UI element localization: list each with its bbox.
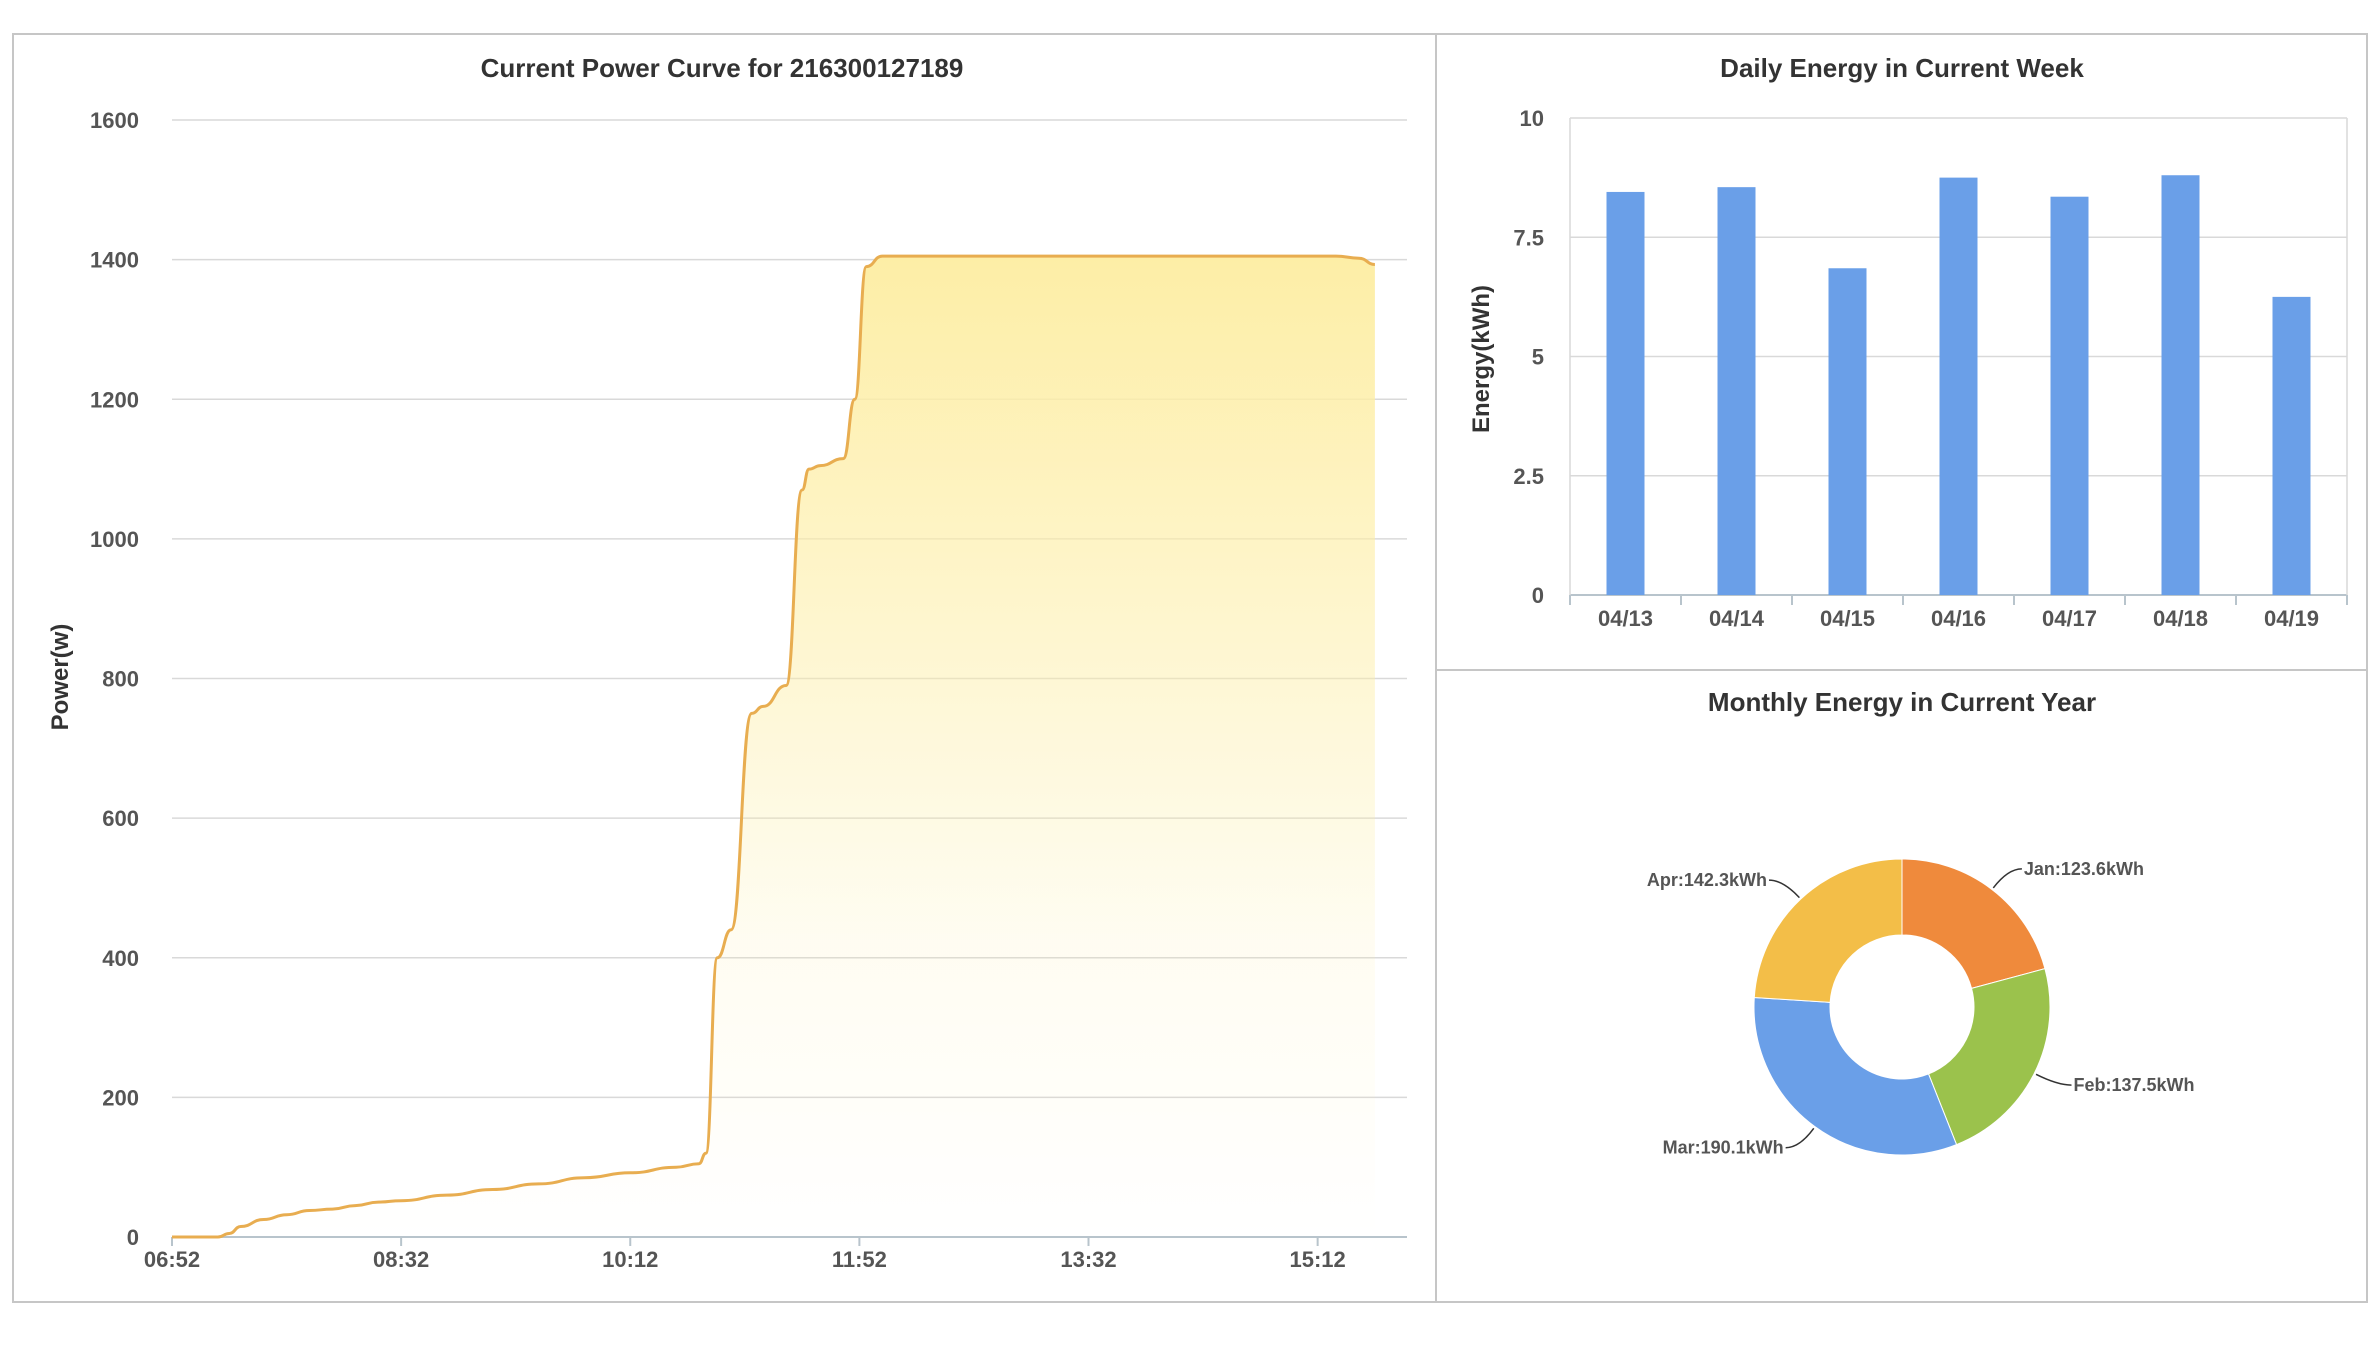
daily-bar[interactable] bbox=[2161, 175, 2200, 596]
power-area-fill bbox=[172, 256, 1375, 1238]
daily-bar[interactable] bbox=[1828, 268, 1867, 595]
power-y-tick-label: 1000 bbox=[90, 527, 139, 552]
pie-label-mar: Mar:190.1kWh bbox=[1663, 1138, 1784, 1158]
power-y-tick-label: 400 bbox=[102, 946, 139, 971]
daily-x-tick-label: 04/19 bbox=[2264, 606, 2319, 631]
pie-slice-feb[interactable] bbox=[1927, 968, 2051, 1146]
power-x-tick-label: 06:52 bbox=[144, 1247, 200, 1272]
power-chart-title: Current Power Curve for 216300127189 bbox=[481, 53, 964, 83]
pie-label-apr: Apr:142.3kWh bbox=[1647, 870, 1767, 890]
power-y-tick-label: 600 bbox=[102, 806, 139, 831]
pie-label-leader bbox=[1992, 868, 2022, 889]
monthly-chart-title: Monthly Energy in Current Year bbox=[1708, 687, 2096, 717]
power-y-tick-label: 1600 bbox=[90, 108, 139, 133]
daily-bar[interactable] bbox=[2272, 296, 2311, 595]
daily-x-tick-label: 04/14 bbox=[1709, 606, 1765, 631]
daily-y-axis-title: Energy(kWh) bbox=[1468, 285, 1495, 433]
daily-y-tick-label: 5 bbox=[1532, 345, 1544, 370]
daily-energy-panel: Daily Energy in Current Week Energy(kWh)… bbox=[1435, 33, 2368, 671]
daily-bar[interactable] bbox=[1939, 177, 1978, 595]
pie-label-leader bbox=[2035, 1073, 2072, 1086]
monthly-energy-chart: Monthly Energy in Current Year Jan:123.6… bbox=[1647, 687, 2195, 1158]
power-curve-panel: Current Power Curve for 216300127189 Pow… bbox=[12, 33, 1437, 1303]
daily-chart-title: Daily Energy in Current Week bbox=[1720, 53, 2084, 83]
daily-y-tick-label: 10 bbox=[1520, 106, 1544, 131]
power-y-tick-label: 1200 bbox=[90, 387, 139, 412]
pie-label-leader bbox=[1785, 1127, 1815, 1149]
power-curve-chart: Current Power Curve for 216300127189 Pow… bbox=[47, 53, 1407, 1272]
power-x-tick-label: 10:12 bbox=[602, 1247, 658, 1272]
power-y-axis-title: Power(w) bbox=[47, 624, 74, 731]
pie-label-feb: Feb:137.5kWh bbox=[2073, 1075, 2194, 1095]
monthly-energy-panel: Monthly Energy in Current Year Jan:123.6… bbox=[1435, 669, 2368, 1303]
pie-slice-mar[interactable] bbox=[1753, 996, 1958, 1156]
daily-bar[interactable] bbox=[2050, 196, 2089, 595]
daily-bar[interactable] bbox=[1606, 191, 1645, 595]
pie-slice-apr[interactable] bbox=[1753, 858, 1903, 1003]
daily-x-tick-label: 04/18 bbox=[2153, 606, 2208, 631]
power-y-tick-label: 0 bbox=[127, 1225, 139, 1250]
daily-y-tick-label: 0 bbox=[1532, 583, 1544, 608]
power-y-tick-label: 1400 bbox=[90, 248, 139, 273]
daily-bar[interactable] bbox=[1717, 187, 1756, 596]
daily-y-tick-label: 2.5 bbox=[1513, 464, 1544, 489]
power-y-tick-label: 800 bbox=[102, 667, 139, 692]
power-x-tick-label: 11:52 bbox=[832, 1247, 887, 1272]
pie-label-leader bbox=[1768, 879, 1800, 899]
power-x-tick-label: 08:32 bbox=[373, 1247, 429, 1272]
pie-label-jan: Jan:123.6kWh bbox=[2024, 859, 2144, 879]
power-y-tick-label: 200 bbox=[102, 1085, 139, 1110]
power-x-tick-label: 15:12 bbox=[1289, 1247, 1345, 1272]
daily-y-tick-label: 7.5 bbox=[1513, 225, 1544, 250]
daily-energy-chart: Daily Energy in Current Week Energy(kWh)… bbox=[1468, 53, 2348, 631]
daily-x-tick-label: 04/15 bbox=[1820, 606, 1875, 631]
pie-slice-jan[interactable] bbox=[1901, 858, 2046, 989]
daily-x-tick-label: 04/13 bbox=[1598, 606, 1653, 631]
power-series-line bbox=[172, 254, 1376, 1239]
daily-x-tick-label: 04/16 bbox=[1931, 606, 1986, 631]
daily-x-tick-label: 04/17 bbox=[2042, 606, 2097, 631]
power-x-tick-label: 13:32 bbox=[1060, 1247, 1116, 1272]
